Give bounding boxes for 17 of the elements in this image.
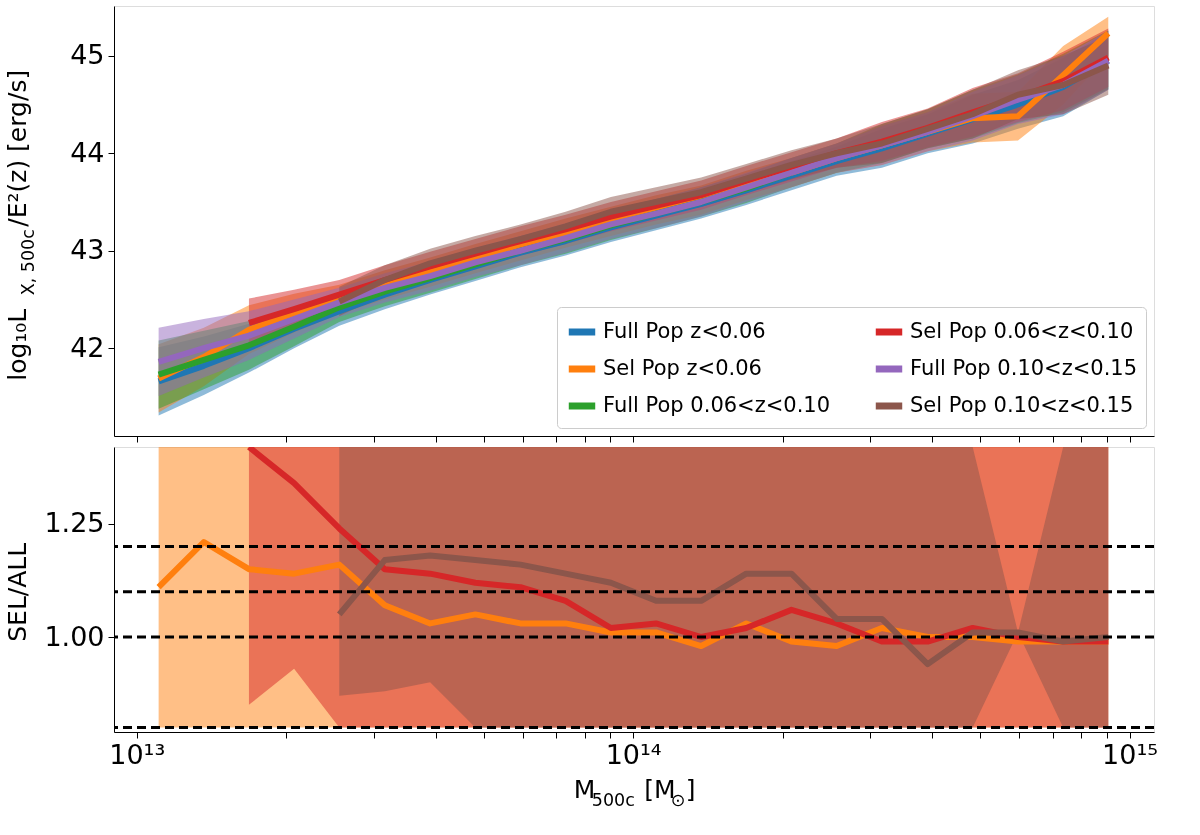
y-tick-label: 43 (70, 234, 105, 266)
x-tick-label: 10¹⁴ (605, 738, 662, 770)
y-tick-label: 45 (70, 39, 105, 71)
legend-label: Full Pop z<0.06 (603, 319, 766, 343)
y-tick-label: 44 (70, 136, 105, 168)
y-tick-label: 42 (70, 331, 105, 363)
legend-label: Sel Pop 0.10<z<0.15 (910, 393, 1134, 417)
y-axis-title: log₁₀LX, 500c/E²(z) [erg/s] (3, 69, 38, 381)
legend-label: Full Pop 0.10<z<0.15 (910, 356, 1138, 380)
legend-label: Sel Pop z<0.06 (603, 356, 762, 380)
legend-label: Full Pop 0.06<z<0.10 (603, 393, 831, 417)
y-tick-label: 1.25 (44, 507, 105, 539)
legend-label: Sel Pop 0.06<z<0.10 (910, 319, 1134, 343)
x-tick-label: 10¹⁵ (1102, 738, 1159, 770)
y-tick-label: 1.00 (44, 620, 105, 652)
y-axis-title: SEL/ALL (3, 542, 32, 642)
x-tick-label: 10¹³ (109, 738, 166, 770)
